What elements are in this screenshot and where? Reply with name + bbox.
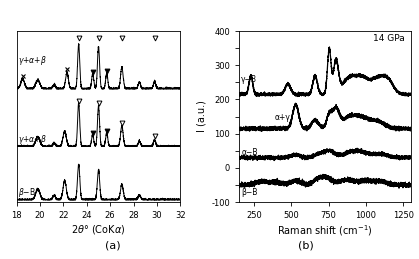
X-axis label: 2$\theta$° (CoK$\alpha$): 2$\theta$° (CoK$\alpha$): [71, 223, 126, 236]
Text: β−B: β−B: [241, 188, 258, 197]
Text: (b): (b): [298, 241, 314, 251]
Text: 14 GPa: 14 GPa: [373, 34, 405, 44]
Text: (a): (a): [105, 241, 121, 251]
Text: α−B: α−B: [241, 148, 258, 157]
X-axis label: Raman shift (cm$^{-1}$): Raman shift (cm$^{-1}$): [277, 223, 373, 238]
Y-axis label: I (a.u.): I (a.u.): [197, 100, 207, 133]
Text: $\beta$$-$B: $\beta$$-$B: [18, 186, 36, 199]
Text: $\gamma$$+$$\alpha$$+$$\beta$: $\gamma$$+$$\alpha$$+$$\beta$: [18, 133, 47, 146]
Text: α+γ: α+γ: [275, 113, 291, 122]
Text: γ−B: γ−B: [241, 75, 257, 84]
Text: $\gamma$$+$$\alpha$$+$$\beta$: $\gamma$$+$$\alpha$$+$$\beta$: [18, 54, 47, 68]
